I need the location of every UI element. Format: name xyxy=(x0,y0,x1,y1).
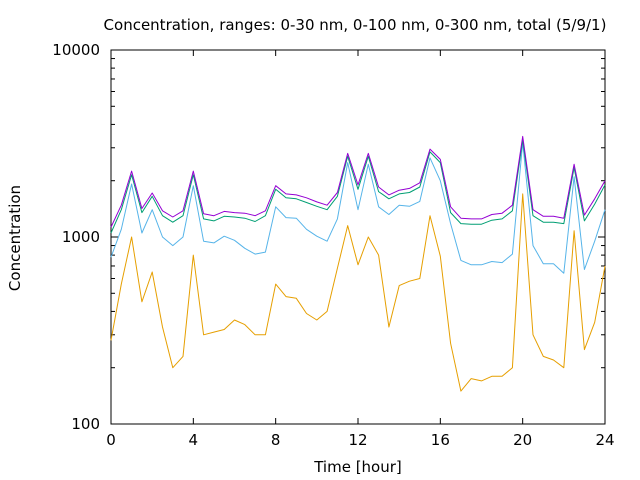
y-tick-label: 100 xyxy=(71,415,100,433)
y-tick-label: 1000 xyxy=(62,228,100,246)
x-tick-label: 4 xyxy=(189,431,199,449)
axis-ticks: 0 4 8 12 16 20 24 100 1000 10000 xyxy=(52,41,614,449)
series-line-3 xyxy=(110,139,606,234)
plot-frame xyxy=(110,49,606,425)
series-line-4 xyxy=(110,135,606,228)
series-line-1 xyxy=(110,193,606,392)
y-tick-label: 10000 xyxy=(52,41,100,59)
x-tick-label: 0 xyxy=(106,431,116,449)
x-axis-label: Time [hour] xyxy=(313,458,402,476)
chart-title: Concentration, ranges: 0-30 nm, 0-100 nm… xyxy=(104,16,607,34)
x-tick-label: 8 xyxy=(271,431,281,449)
series-layer xyxy=(110,135,606,392)
y-axis-label: Concentration xyxy=(6,185,24,291)
x-tick-label: 16 xyxy=(431,431,450,449)
x-tick-label: 12 xyxy=(348,431,367,449)
x-tick-label: 24 xyxy=(595,431,614,449)
x-tick-label: 20 xyxy=(513,431,532,449)
